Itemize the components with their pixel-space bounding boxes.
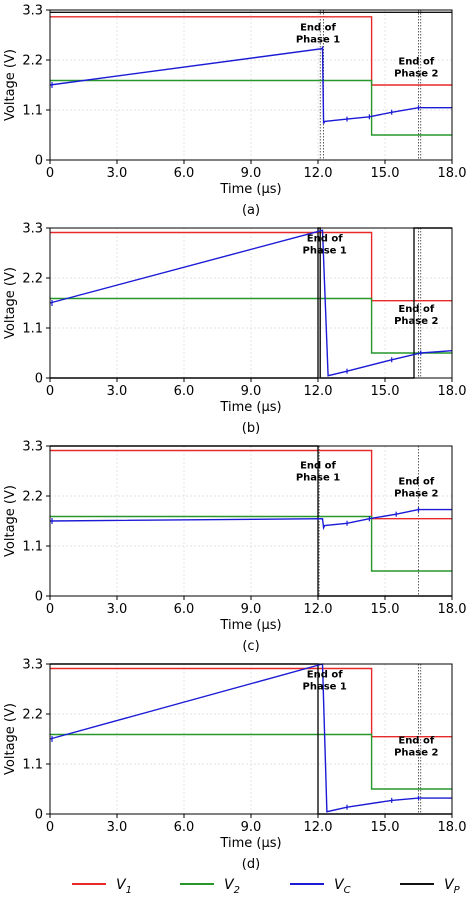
series-line-v2	[50, 515, 452, 572]
x-tick-label: 18.0	[438, 602, 467, 617]
x-tick-label: 0	[46, 602, 54, 617]
series-line-v2	[50, 733, 452, 790]
y-tick-label: 0	[35, 590, 43, 605]
y-tick-label: 3.3	[22, 222, 43, 237]
x-axis-label: Time (μs)	[219, 182, 281, 197]
y-tick-label: 1.1	[22, 540, 43, 555]
y-tick-label: 1.1	[22, 758, 43, 773]
x-tick-label: 0	[46, 384, 54, 399]
series-line-v1	[50, 449, 452, 520]
x-tick-label: 9.0	[241, 384, 262, 399]
x-axis-label: Time (μs)	[219, 618, 281, 633]
legend-item-vc: VC	[290, 877, 351, 896]
y-tick-label: 1.1	[22, 322, 43, 337]
x-tick-label: 18.0	[438, 166, 467, 181]
x-tick-label: 12.0	[304, 602, 333, 617]
panel-label: (d)	[242, 857, 260, 872]
phase-annotation: End of Phase 2	[394, 736, 438, 759]
x-tick-label: 0	[46, 166, 54, 181]
phase-annotation: End of Phase 2	[394, 477, 438, 500]
y-axis-label: Voltage (V)	[3, 267, 18, 339]
legend-item-v1: V1	[72, 877, 132, 896]
y-tick-label: 0	[35, 372, 43, 387]
x-tick-label: 6.0	[174, 820, 195, 835]
legend-item-vp: VP	[400, 877, 461, 896]
y-tick-label: 0	[35, 154, 43, 169]
y-tick-label: 2.2	[22, 490, 43, 505]
series-line-v2	[50, 297, 452, 354]
series-line-vp	[50, 227, 452, 379]
x-tick-label: 15.0	[371, 384, 400, 399]
y-tick-label: 2.2	[22, 54, 43, 69]
y-tick-label: 0	[35, 808, 43, 823]
y-axis-label: Voltage (V)	[3, 485, 18, 557]
phase-annotation: End of Phase 1	[296, 461, 340, 484]
series-line-vp	[50, 663, 452, 815]
series-line-v1	[50, 16, 452, 86]
chart-panel-3: 0 3.0 6.0 9.0 12.0 15.0 18.0 0 1.1 2.2 3.3 Time (μs…	[3, 440, 466, 655]
panel-label: (a)	[242, 203, 260, 218]
y-tick-label: 2.2	[22, 272, 43, 287]
series-line-v1	[50, 231, 452, 302]
x-axis-label: Time (μs)	[219, 400, 281, 415]
plot-frame	[49, 663, 453, 815]
series-line-vc	[49, 46, 452, 124]
x-tick-label: 6.0	[174, 602, 195, 617]
phase-annotation: End of Phase 2	[394, 304, 438, 327]
x-tick-label: 3.0	[107, 820, 128, 835]
chart-legend: V1 V2 VC VP	[72, 877, 461, 896]
phase-annotation: End of Phase 1	[303, 670, 347, 693]
x-tick-label: 15.0	[371, 166, 400, 181]
x-tick-label: 3.0	[107, 166, 128, 181]
x-tick-label: 9.0	[241, 166, 262, 181]
x-tick-label: 18.0	[438, 384, 467, 399]
chart-panel-2: 0 3.0 6.0 9.0 12.0 15.0 18.0 0 1.1 2.2 3.3 Time (μs…	[3, 222, 466, 437]
x-tick-label: 15.0	[371, 820, 400, 835]
chart-panel-1: 0 3.0 6.0 9.0 12.0 15.0 18.0 0 1.1 2.2 3.3 Time (μs…	[3, 4, 466, 219]
series-line-v1	[50, 667, 452, 738]
y-tick-label: 3.3	[22, 658, 43, 673]
panel-label: (b)	[242, 421, 260, 436]
x-tick-label: 0	[46, 820, 54, 835]
chart-panel-4: 0 3.0 6.0 9.0 12.0 15.0 18.0 0 1.1 2.2 3.3 Time (μs…	[3, 658, 466, 873]
x-axis-label: Time (μs)	[219, 836, 281, 851]
legend-label: V2	[224, 877, 240, 896]
y-tick-label: 1.1	[22, 104, 43, 119]
x-tick-label: 3.0	[107, 602, 128, 617]
x-tick-label: 12.0	[304, 166, 333, 181]
x-tick-label: 9.0	[241, 602, 262, 617]
plot-frame	[49, 227, 453, 379]
panel-label: (c)	[242, 639, 259, 654]
x-tick-label: 12.0	[304, 384, 333, 399]
x-tick-label: 9.0	[241, 820, 262, 835]
legend-label: V1	[116, 877, 132, 896]
x-tick-label: 6.0	[174, 166, 195, 181]
phase-annotation: End of Phase 1	[296, 22, 340, 45]
y-axis-label: Voltage (V)	[3, 49, 18, 121]
x-tick-label: 18.0	[438, 820, 467, 835]
chart-panels: 0 3.0 6.0 9.0 12.0 15.0 18.0 0 1.1 2.2 3.3 Time (μs…	[3, 4, 466, 873]
y-tick-label: 3.3	[22, 440, 43, 455]
legend-item-v2: V2	[180, 877, 240, 896]
phase-annotation: End of Phase 2	[394, 57, 438, 80]
y-tick-label: 2.2	[22, 708, 43, 723]
y-tick-label: 3.3	[22, 4, 43, 19]
legend-label: VC	[334, 877, 351, 896]
legend-label: VP	[444, 877, 461, 896]
x-tick-label: 15.0	[371, 602, 400, 617]
phase-annotation: End of Phase 1	[303, 234, 347, 257]
x-tick-label: 12.0	[304, 820, 333, 835]
y-axis-label: Voltage (V)	[3, 703, 18, 775]
series-line-v2	[50, 79, 452, 136]
x-tick-label: 3.0	[107, 384, 128, 399]
x-tick-label: 6.0	[174, 384, 195, 399]
